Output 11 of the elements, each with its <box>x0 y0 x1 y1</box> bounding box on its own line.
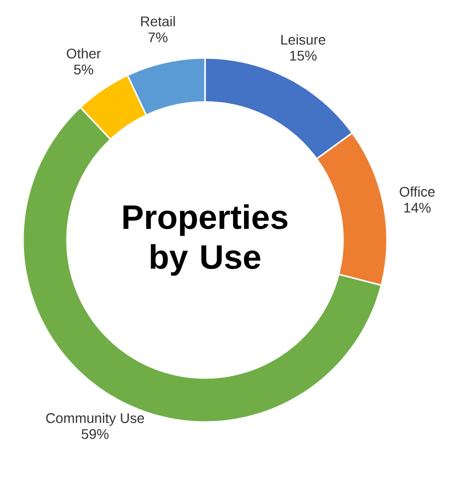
text: Properties by Use <box>123 204 288 276</box>
slice-label: Other <box>66 48 101 58</box>
slice-label: Office <box>400 186 435 197</box>
data-label: 5% <box>74 64 94 74</box>
data-label: 59% <box>82 429 109 440</box>
data-label: 14% <box>404 202 431 213</box>
slice-label: Retail <box>141 16 175 26</box>
data-label: 7% <box>148 32 168 42</box>
slice-label: Leisure <box>281 34 326 45</box>
data-label: 15% <box>290 50 317 61</box>
slice-label: Community Use <box>46 412 144 426</box>
